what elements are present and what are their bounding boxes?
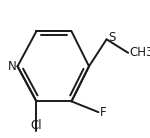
Text: N: N <box>8 60 16 73</box>
Text: S: S <box>108 31 115 44</box>
Text: F: F <box>100 106 106 119</box>
Text: CH3: CH3 <box>129 46 150 59</box>
Text: Cl: Cl <box>31 119 42 132</box>
